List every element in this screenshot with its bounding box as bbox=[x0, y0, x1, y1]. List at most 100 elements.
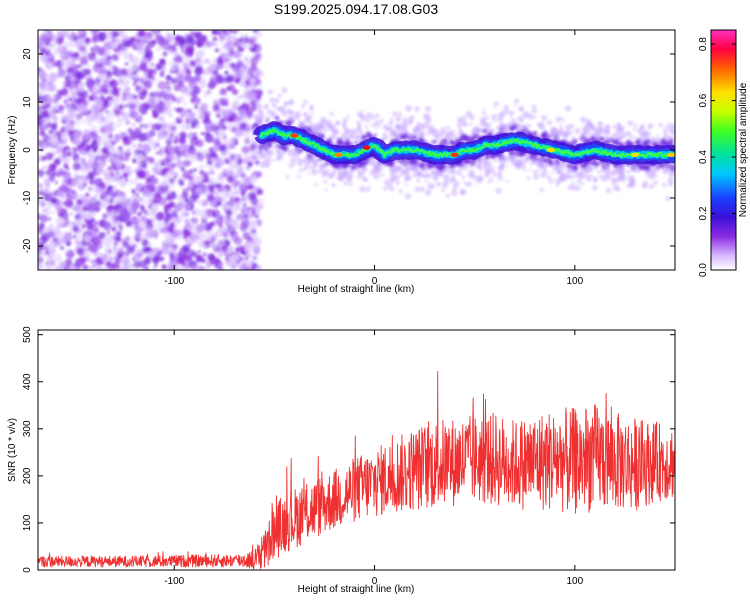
spectrogram-noise-cell bbox=[116, 50, 123, 57]
spectrogram-noise-cell bbox=[115, 171, 120, 176]
spectrogram-halo-cell bbox=[633, 123, 638, 128]
spectrogram-noise-cell bbox=[65, 178, 74, 186]
spectrogram-noise-cell bbox=[77, 48, 82, 52]
spectrogram-noise-cell bbox=[92, 147, 98, 153]
spectrogram-noise-cell bbox=[190, 238, 195, 244]
spectrogram-halo-cell bbox=[594, 137, 598, 141]
spectrogram-halo-cell bbox=[312, 161, 319, 168]
spectrogram-noise-cell bbox=[113, 241, 118, 247]
spectrogram-noise-cell bbox=[194, 31, 203, 40]
spectrogram-noise-cell bbox=[227, 201, 233, 207]
spectrogram-halo-cell bbox=[503, 155, 511, 163]
spectrogram-halo-cell bbox=[492, 172, 497, 177]
spectrogram-noise-cell bbox=[160, 181, 167, 188]
spectrogram-noise-cell bbox=[151, 209, 156, 215]
spectrogram-halo-cell bbox=[456, 120, 464, 127]
spectrogram-halo-cell bbox=[346, 114, 350, 119]
spectrogram-noise-cell bbox=[208, 63, 217, 71]
spectrogram-noise-cell bbox=[45, 201, 53, 209]
spectrogram-noise-cell bbox=[118, 104, 124, 110]
spectrogram-halo-cell bbox=[546, 174, 552, 180]
spectrogram-noise-cell bbox=[142, 102, 150, 110]
spectrogram-noise-cell bbox=[66, 157, 71, 163]
spectrogram-noise-cell bbox=[145, 230, 154, 239]
spectrogram-noise-cell bbox=[103, 88, 109, 95]
spectrogram-noise-cell bbox=[227, 115, 235, 123]
spectrogram-noise-cell bbox=[76, 38, 83, 44]
spectrogram-noise-cell bbox=[229, 245, 234, 250]
spectrogram-halo-cell bbox=[281, 87, 288, 94]
spectrogram-noise-cell bbox=[142, 217, 148, 224]
spectrogram-noise-cell bbox=[38, 256, 44, 264]
spectrogram-noise-cell bbox=[172, 50, 177, 56]
spectrogram-noise-cell bbox=[89, 84, 94, 89]
spectrogram-halo-cell bbox=[571, 136, 576, 142]
spectrogram-noise-cell bbox=[182, 228, 190, 237]
spectrogram-halo-cell bbox=[542, 157, 549, 164]
spectrogram-noise-cell bbox=[45, 152, 54, 161]
spectrogram-halo-cell bbox=[319, 169, 324, 175]
spectrogram-halo-cell bbox=[487, 162, 492, 168]
spectrogram-halo-cell bbox=[333, 128, 339, 135]
spectrogram-noise-cell bbox=[122, 35, 130, 43]
spectrogram-halo-cell bbox=[571, 181, 575, 184]
spectrogram-noise-cell bbox=[45, 46, 51, 51]
spectrogram-noise-cell bbox=[133, 260, 141, 269]
spectrogram-noise-cell bbox=[42, 166, 46, 170]
spectrogram-halo-cell bbox=[417, 161, 424, 168]
spectrogram-noise-cell bbox=[65, 193, 73, 201]
spectrogram-halo-cell bbox=[469, 122, 473, 126]
spectrogram-halo-cell bbox=[304, 111, 308, 115]
spectrogram-noise-cell bbox=[115, 121, 122, 128]
spectrogram-halo-cell bbox=[609, 169, 613, 173]
spectrogram-noise-cell bbox=[234, 128, 244, 138]
spectrogram-noise-cell bbox=[97, 31, 107, 41]
spectrogram-noise-cell bbox=[50, 137, 59, 146]
spectrogram-halo-cell bbox=[670, 166, 675, 172]
spectrogram-noise-cell bbox=[199, 169, 205, 175]
spectrogram-halo-cell bbox=[414, 106, 420, 112]
spectrogram-halo-cell bbox=[596, 126, 602, 131]
spectrogram-noise-cell bbox=[185, 203, 191, 209]
spectrogram-noise-cell bbox=[139, 197, 143, 201]
spectrogram-halo-cell bbox=[395, 116, 402, 123]
spectrogram-y-tick-label: -20 bbox=[22, 238, 33, 253]
spectrogram-halo-cell bbox=[540, 164, 545, 169]
spectrogram-noise-cell bbox=[216, 201, 222, 207]
spectrogram-noise-cell bbox=[68, 39, 76, 48]
spectrogram-noise-cell bbox=[74, 130, 83, 139]
spectrogram-noise-cell bbox=[150, 216, 157, 223]
spectrogram-halo-cell bbox=[449, 181, 452, 184]
spectrogram-noise-cell bbox=[77, 214, 86, 223]
spectrogram-halo-cell bbox=[298, 149, 302, 153]
spectrogram-noise-cell bbox=[132, 82, 138, 87]
spectrogram-noise-cell bbox=[107, 144, 115, 153]
spectrogram-halo-cell bbox=[412, 166, 418, 172]
spectrogram-noise-cell bbox=[193, 99, 200, 106]
spectrogram-noise-cell bbox=[132, 158, 137, 164]
spectrogram-noise-cell bbox=[44, 31, 49, 35]
spectrogram-noise-cell bbox=[45, 251, 50, 255]
spectrogram-halo-cell bbox=[445, 132, 452, 139]
spectrogram-noise-cell bbox=[105, 46, 110, 51]
spectrogram-noise-cell bbox=[209, 241, 215, 248]
spectrogram-halo-cell bbox=[580, 163, 585, 168]
spectrogram-noise-cell bbox=[209, 170, 215, 175]
spectrogram-halo-cell bbox=[604, 127, 609, 133]
spectrogram-halo-cell bbox=[592, 184, 598, 191]
spectrogram-noise-cell bbox=[237, 158, 243, 163]
spectrogram-noise-cell bbox=[48, 231, 56, 239]
spectrogram-noise-cell bbox=[44, 266, 52, 270]
spectrogram-noise-cell bbox=[165, 212, 172, 219]
spectrogram-noise-cell bbox=[217, 174, 224, 181]
spectrogram-noise-cell bbox=[171, 66, 177, 72]
spectrogram-halo-cell bbox=[343, 180, 349, 186]
spectrogram-halo-cell bbox=[629, 175, 636, 183]
spectrogram-noise-cell bbox=[157, 80, 167, 90]
spectrogram-noise-cell bbox=[236, 70, 243, 77]
spectrogram-noise-cell bbox=[230, 159, 238, 167]
spectrogram-noise-cell bbox=[112, 38, 116, 42]
spectrogram-halo-cell bbox=[561, 177, 566, 183]
spectrogram-noise-cell bbox=[117, 246, 124, 253]
spectrogram-noise-cell bbox=[163, 92, 172, 102]
